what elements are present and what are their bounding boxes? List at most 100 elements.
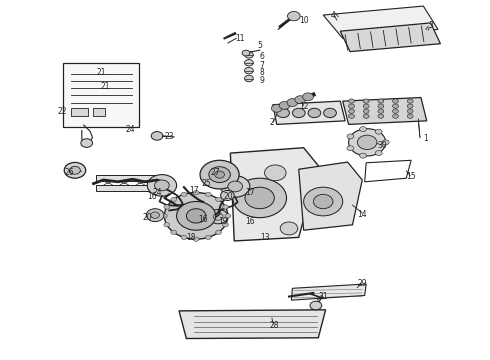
Circle shape [193,190,199,195]
Circle shape [392,104,398,108]
Text: 24: 24 [152,188,162,197]
Circle shape [222,205,228,209]
Text: 15: 15 [406,172,416,181]
Circle shape [308,108,321,118]
Text: 9: 9 [260,76,265,85]
Text: 31: 31 [318,292,328,301]
Circle shape [245,187,274,209]
Circle shape [348,114,354,118]
Circle shape [295,96,306,104]
Text: 3: 3 [428,21,433,30]
Circle shape [164,205,170,209]
Text: 19: 19 [218,217,228,226]
Circle shape [347,146,354,151]
Circle shape [205,192,211,197]
Text: 16: 16 [245,217,255,226]
Text: 23: 23 [165,132,174,141]
Text: 22: 22 [57,107,67,116]
Circle shape [363,109,369,113]
Text: 30: 30 [377,141,387,150]
Circle shape [209,167,230,183]
FancyBboxPatch shape [63,63,139,127]
Polygon shape [343,98,427,125]
Text: 24: 24 [125,125,135,134]
Circle shape [186,209,206,223]
Text: 17: 17 [245,188,255,197]
Text: 2: 2 [270,118,274,127]
Polygon shape [230,148,318,241]
Circle shape [245,59,253,66]
Text: 18: 18 [187,233,196,242]
Circle shape [348,99,354,103]
Polygon shape [340,23,441,51]
Text: 28: 28 [270,321,279,330]
Circle shape [348,104,354,108]
Circle shape [392,109,398,113]
Circle shape [407,99,413,103]
Text: 1: 1 [423,134,428,143]
Text: 21: 21 [97,68,106,77]
Polygon shape [96,175,167,181]
Text: 16: 16 [147,192,157,201]
Text: 13: 13 [260,233,270,242]
Circle shape [357,135,377,149]
Circle shape [310,301,322,310]
Text: 11: 11 [235,34,245,43]
Polygon shape [299,162,362,230]
Text: 21: 21 [101,82,111,91]
Circle shape [161,214,167,218]
Circle shape [151,212,159,219]
Circle shape [245,51,253,58]
Circle shape [222,222,228,227]
Circle shape [81,139,93,147]
Circle shape [363,114,369,118]
Circle shape [220,176,250,197]
FancyBboxPatch shape [93,108,105,116]
Circle shape [200,160,239,189]
Circle shape [171,197,176,202]
Circle shape [324,108,336,118]
Circle shape [64,162,86,178]
Circle shape [147,209,164,222]
Circle shape [348,109,354,113]
Circle shape [164,193,228,239]
Circle shape [242,50,250,56]
Text: 8: 8 [260,68,265,77]
Circle shape [304,187,343,216]
Circle shape [360,127,367,131]
Circle shape [216,197,221,202]
Circle shape [382,140,389,145]
Circle shape [360,153,367,158]
Circle shape [378,99,384,103]
Polygon shape [273,101,345,125]
Circle shape [181,192,187,197]
Circle shape [181,235,187,239]
Circle shape [70,166,80,174]
Text: 26: 26 [64,168,74,177]
Circle shape [265,165,286,181]
Circle shape [155,180,169,191]
Circle shape [216,230,221,234]
Circle shape [171,230,176,234]
Circle shape [176,202,216,230]
Circle shape [245,67,253,74]
Circle shape [363,99,369,103]
Text: 7: 7 [260,61,265,70]
Text: 16: 16 [198,215,208,224]
FancyBboxPatch shape [71,108,88,116]
Text: 12: 12 [299,102,308,111]
Circle shape [279,102,290,109]
Text: 20: 20 [143,213,152,222]
Circle shape [280,222,298,235]
Circle shape [392,99,398,103]
Text: 14: 14 [357,210,367,219]
Circle shape [288,12,300,21]
Circle shape [147,175,176,196]
Circle shape [193,237,199,241]
Text: 17: 17 [189,186,198,195]
Circle shape [378,114,384,118]
Text: 20: 20 [223,192,233,201]
Circle shape [287,99,298,107]
Circle shape [205,235,211,239]
Polygon shape [179,310,326,338]
